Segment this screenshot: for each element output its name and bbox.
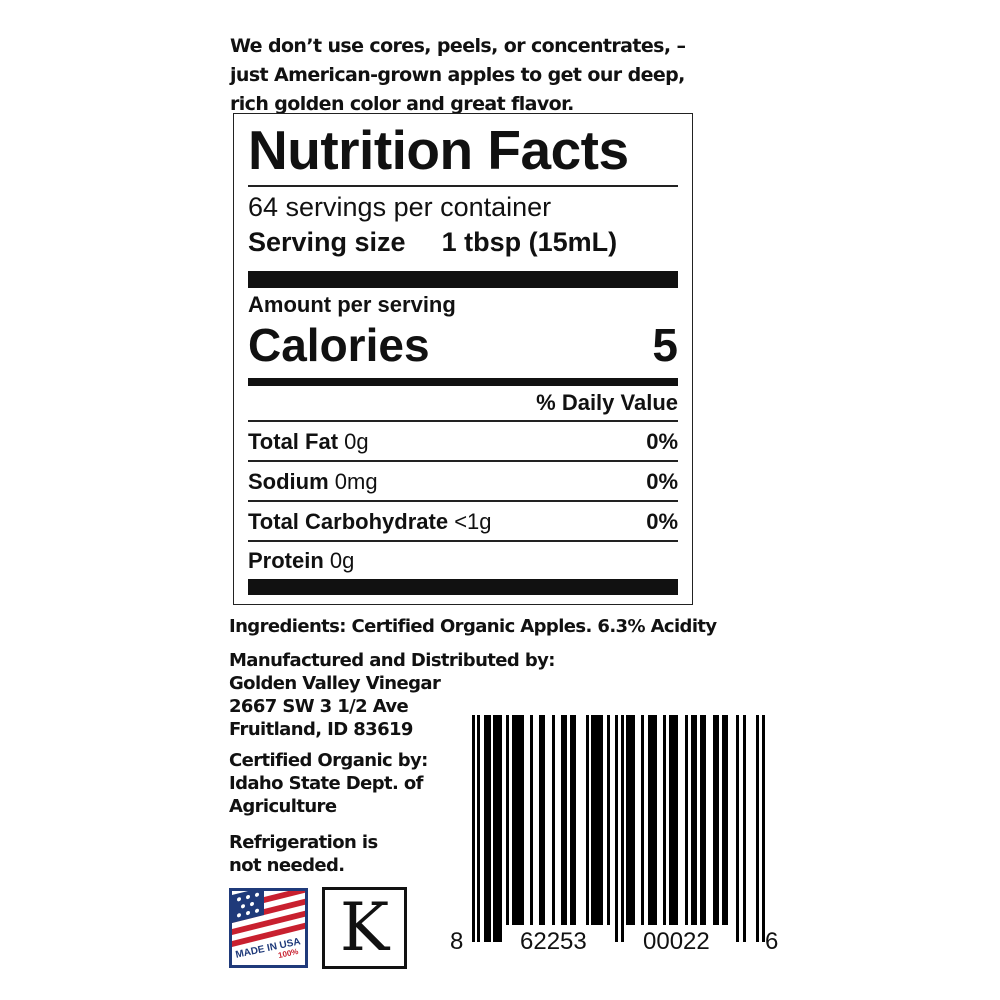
barcode-bar <box>626 715 635 925</box>
daily-value-header: % Daily Value <box>536 390 678 415</box>
barcode-digit: 6 <box>765 928 779 955</box>
nutrient-amount: 0g <box>329 548 355 573</box>
barcode-bar <box>552 715 555 925</box>
divider <box>248 420 678 422</box>
barcode-bar <box>539 715 545 925</box>
barcode-bar <box>621 715 624 942</box>
thick-divider <box>248 579 678 595</box>
divider <box>248 540 678 542</box>
barcode-digit: 8 <box>450 928 464 955</box>
intro-line: We don’t use cores, peels, or concentrat… <box>230 35 686 57</box>
barcode-bar <box>669 715 678 925</box>
nutrient-row: Sodium 0mg 0% <box>248 466 678 498</box>
certified-organic: Certified Organic by: Idaho State Dept. o… <box>229 749 428 818</box>
nutrient-amount: <1g <box>454 509 492 534</box>
text-line: Refrigeration is <box>229 832 378 853</box>
barcode-bar <box>663 715 666 925</box>
manufacturer: Manufactured and Distributed by: Golden V… <box>229 649 555 741</box>
barcode-digits: 62253 <box>520 928 587 955</box>
text-line: 2667 SW 3 1/2 Ave <box>229 696 409 717</box>
text-line: Certified Organic by: <box>229 750 428 771</box>
nutrient-row: Total Carbohydrate <1g 0% <box>248 506 678 538</box>
barcode-bar <box>700 715 706 925</box>
barcode-bar <box>691 715 697 925</box>
divider <box>248 185 678 187</box>
made-in-usa-flag-icon: MADE IN USA 100% <box>229 888 308 968</box>
nutrient-dv: 0% <box>646 429 678 454</box>
serving-size-value: 1 tbsp (15mL) <box>441 227 618 257</box>
barcode-bar <box>607 715 610 925</box>
thick-divider <box>248 271 678 288</box>
barcode-bar <box>756 715 759 942</box>
kosher-icon: K <box>322 887 407 969</box>
nutrient-row: Protein 0g <box>248 545 678 577</box>
barcode-bar <box>530 715 533 925</box>
servings-per-container: 64 servings per container <box>248 192 552 222</box>
barcode: 8 62253 00022 6 <box>440 700 800 970</box>
intro-line: just American-grown apples to get our de… <box>230 64 685 86</box>
barcode-bar <box>484 715 491 942</box>
barcode-bar <box>713 715 719 925</box>
barcode-bar <box>586 715 589 925</box>
barcode-bar <box>615 715 618 942</box>
nutrient-dv: 0% <box>646 469 678 494</box>
nutrient-name: Protein <box>248 548 324 573</box>
nutrient-name: Total Fat <box>248 429 339 454</box>
nutrient-name: Total Carbohydrate <box>248 509 449 534</box>
calories-label: Calories <box>248 319 430 371</box>
text-line: Idaho State Dept. of <box>229 773 424 794</box>
amount-per-serving: Amount per serving <box>248 292 456 317</box>
ingredients: Ingredients: Certified Organic Apples. 6… <box>229 616 717 637</box>
text-line: not needed. <box>229 855 345 876</box>
barcode-bar <box>743 715 746 942</box>
barcode-bar <box>685 715 688 925</box>
barcode-bar <box>506 715 509 925</box>
calories-row: Calories 5 <box>248 318 678 372</box>
nutrient-name: Sodium <box>248 469 329 494</box>
nutrient-amount: 0mg <box>334 469 378 494</box>
text-line: Golden Valley Vinegar <box>229 673 441 694</box>
divider <box>248 500 678 502</box>
barcode-bar <box>762 715 765 942</box>
divider <box>248 460 678 462</box>
nutrient-amount: 0g <box>344 429 369 454</box>
barcode-bar <box>512 715 524 925</box>
barcode-bar <box>477 715 480 942</box>
serving-size: Serving size 1 tbsp (15mL) <box>248 227 678 258</box>
nutrient-row: Total Fat 0g 0% <box>248 426 678 458</box>
nutrition-facts-panel: Nutrition Facts 64 servings per containe… <box>233 113 693 605</box>
barcode-bar <box>641 715 644 925</box>
barcode-bar <box>493 715 502 942</box>
barcode-bar <box>648 715 657 925</box>
medium-divider <box>248 378 678 386</box>
barcode-digits: 00022 <box>643 928 710 955</box>
intro-line: rich golden color and great flavor. <box>230 93 574 115</box>
text-line: Manufactured and Distributed by: <box>229 650 555 671</box>
barcode-bar <box>722 715 728 925</box>
text-line: Fruitland, ID 83619 <box>229 719 413 740</box>
barcode-bars <box>472 715 765 942</box>
barcode-bar <box>591 715 603 925</box>
nutrition-title: Nutrition Facts <box>248 119 629 181</box>
serving-size-label: Serving size <box>248 227 406 257</box>
barcode-bar <box>736 715 739 942</box>
refrigeration-note: Refrigeration is not needed. <box>229 831 378 877</box>
text-line: Agriculture <box>229 796 337 817</box>
barcode-bar <box>472 715 475 942</box>
barcode-bar <box>561 715 567 925</box>
barcode-bar <box>570 715 576 925</box>
intro-text: We don’t use cores, peels, or concentrat… <box>230 32 686 119</box>
calories-value: 5 <box>652 319 678 371</box>
nutrient-dv: 0% <box>646 509 678 534</box>
